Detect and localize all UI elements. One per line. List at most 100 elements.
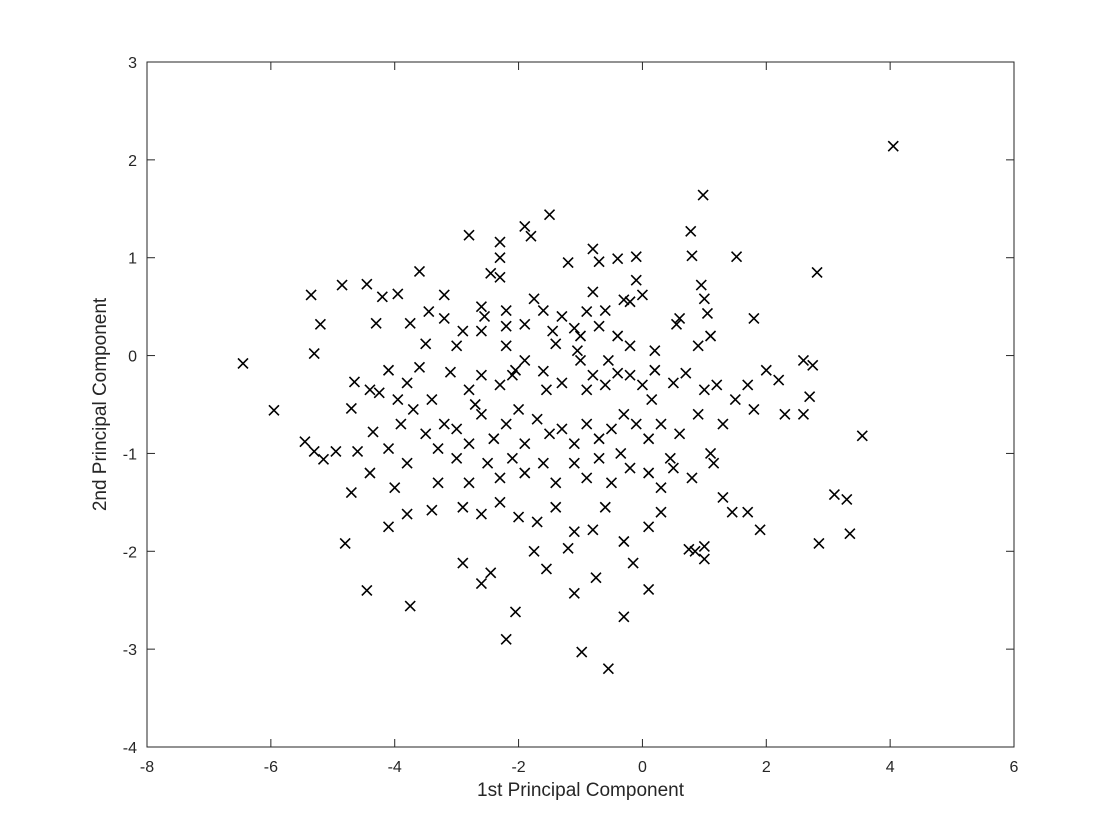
data-point bbox=[630, 274, 642, 286]
data-point bbox=[475, 578, 487, 590]
data-point bbox=[568, 457, 580, 469]
data-point bbox=[667, 377, 679, 389]
data-point bbox=[451, 452, 463, 464]
data-point bbox=[701, 307, 714, 320]
data-point bbox=[615, 447, 627, 459]
data-point bbox=[413, 265, 426, 277]
data-point bbox=[887, 140, 899, 152]
data-point bbox=[599, 304, 611, 317]
data-point bbox=[612, 330, 624, 342]
data-point bbox=[531, 516, 543, 528]
data-point bbox=[730, 251, 743, 263]
data-point bbox=[674, 428, 686, 440]
data-point bbox=[268, 404, 280, 416]
data-point bbox=[695, 279, 707, 291]
data-point bbox=[482, 457, 494, 469]
data-point bbox=[540, 384, 553, 396]
data-point bbox=[698, 293, 710, 305]
data-point bbox=[367, 426, 379, 438]
x-tick-label: 0 bbox=[638, 759, 647, 776]
data-point bbox=[432, 442, 444, 455]
data-point bbox=[543, 209, 556, 221]
data-point bbox=[426, 504, 438, 516]
data-point bbox=[478, 310, 491, 322]
data-point bbox=[636, 379, 648, 391]
data-point bbox=[519, 220, 531, 232]
data-point bbox=[587, 243, 599, 255]
x-axis-label: 1st Principal Component bbox=[477, 780, 685, 801]
data-point bbox=[685, 225, 697, 237]
data-point bbox=[392, 394, 404, 406]
data-point bbox=[674, 312, 686, 324]
data-point bbox=[708, 457, 720, 469]
data-point bbox=[509, 364, 522, 376]
data-point bbox=[704, 447, 717, 459]
data-point bbox=[689, 545, 701, 557]
x-tick-label: 4 bbox=[886, 759, 895, 776]
data-point bbox=[697, 189, 709, 201]
data-point bbox=[395, 418, 407, 430]
x-tick-label: 6 bbox=[1010, 759, 1019, 776]
data-point bbox=[612, 367, 624, 379]
y-axis-label: 2nd Principal Component bbox=[90, 297, 111, 511]
data-point bbox=[336, 279, 348, 291]
data-point bbox=[457, 325, 469, 337]
data-point bbox=[593, 433, 605, 445]
data-point bbox=[649, 345, 661, 357]
data-point bbox=[351, 445, 364, 458]
data-point bbox=[568, 438, 580, 450]
x-tick-label: -8 bbox=[140, 759, 154, 776]
y-tick-label: -4 bbox=[123, 740, 137, 757]
data-point bbox=[550, 477, 562, 489]
data-point bbox=[537, 304, 549, 317]
data-point bbox=[404, 600, 416, 612]
data-point bbox=[618, 294, 630, 306]
data-point bbox=[550, 338, 562, 350]
tick-labels: -8 -6 -4 -2 0 2 4 6 -4 -3 -2 -1 0 1 2 3 bbox=[123, 55, 1019, 776]
data-point bbox=[528, 293, 540, 305]
axis-ticks bbox=[146, 61, 1015, 748]
data-point bbox=[519, 318, 531, 330]
data-point bbox=[655, 418, 667, 430]
data-point bbox=[494, 236, 506, 248]
data-point bbox=[364, 384, 376, 396]
data-point bbox=[401, 377, 413, 389]
data-point bbox=[469, 398, 481, 411]
data-point bbox=[748, 403, 760, 415]
data-point bbox=[485, 267, 497, 279]
data-point bbox=[556, 310, 568, 322]
data-point bbox=[420, 338, 432, 350]
data-point bbox=[692, 408, 704, 420]
data-point bbox=[643, 433, 655, 445]
data-point bbox=[841, 493, 853, 505]
data-point bbox=[361, 278, 373, 290]
data-point bbox=[612, 253, 624, 265]
data-point bbox=[444, 366, 457, 378]
data-point bbox=[389, 482, 401, 494]
data-point bbox=[506, 369, 518, 381]
data-point bbox=[670, 318, 683, 330]
data-point bbox=[618, 408, 630, 420]
data-point bbox=[602, 354, 614, 367]
data-point bbox=[519, 467, 531, 479]
data-point bbox=[500, 304, 512, 317]
data-point bbox=[811, 266, 823, 278]
y-tick-label: 3 bbox=[128, 55, 137, 72]
data-point bbox=[463, 438, 475, 450]
data-point bbox=[500, 633, 512, 645]
data-point bbox=[475, 508, 487, 520]
data-point bbox=[426, 394, 438, 406]
data-point bbox=[807, 359, 819, 371]
y-tick-label: 0 bbox=[128, 349, 137, 366]
data-point bbox=[587, 286, 599, 298]
y-tick-label: 2 bbox=[128, 153, 137, 170]
data-point bbox=[451, 423, 463, 435]
data-point bbox=[413, 361, 426, 373]
data-point bbox=[593, 320, 605, 332]
x-tick-label: -6 bbox=[264, 759, 278, 776]
data-point bbox=[773, 374, 785, 386]
data-point bbox=[590, 572, 602, 584]
data-point bbox=[382, 521, 395, 533]
data-point bbox=[760, 364, 772, 376]
data-point bbox=[698, 540, 710, 552]
